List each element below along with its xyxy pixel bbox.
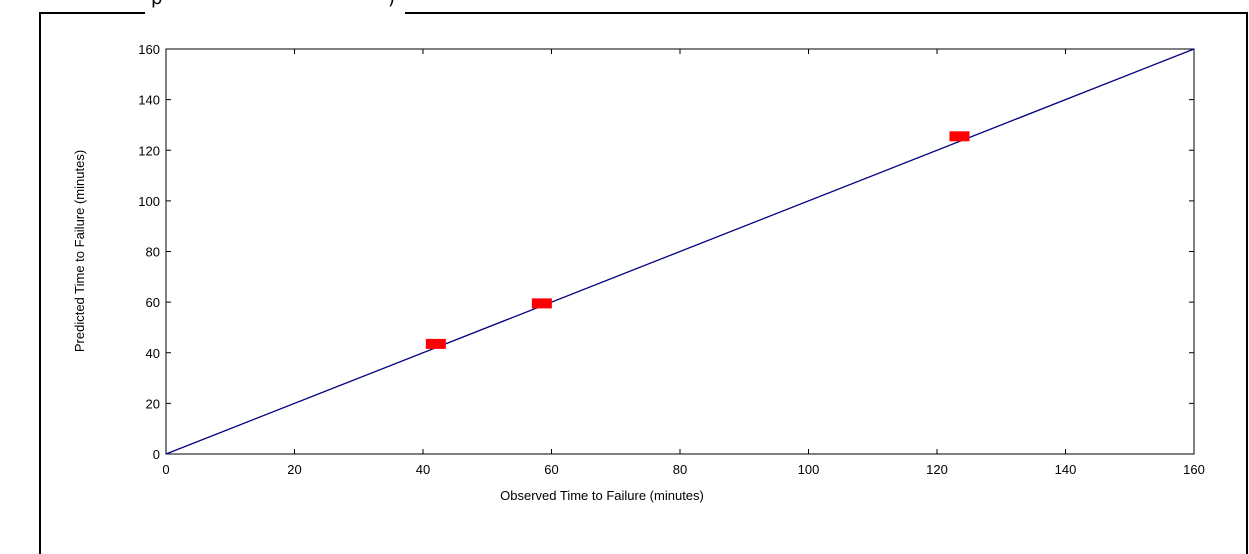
header-glyph-p: p — [151, 0, 162, 8]
x-tick-label: 0 — [162, 462, 169, 477]
y-tick-label: 20 — [146, 396, 160, 411]
x-tick-label: 160 — [1183, 462, 1205, 477]
y-tick-label: 40 — [146, 346, 160, 361]
x-tick-label: 120 — [926, 462, 948, 477]
x-tick-label: 100 — [798, 462, 820, 477]
series-layer — [165, 48, 1195, 455]
y-tick-label: 140 — [138, 93, 160, 108]
x-tick-label: 20 — [287, 462, 301, 477]
x-tick-label: 40 — [416, 462, 430, 477]
y-tick-label: 80 — [146, 245, 160, 260]
y-tick-label: 120 — [138, 143, 160, 158]
data-point — [425, 338, 446, 349]
y-tick-label: 0 — [153, 447, 160, 462]
y-tick-label: 60 — [146, 295, 160, 310]
y-tick-label: 160 — [138, 42, 160, 57]
y-tick-label: 100 — [138, 194, 160, 209]
reference-line — [165, 48, 1195, 455]
y-axis-title: Predicted Time to Failure (minutes) — [72, 150, 87, 352]
header-glyph-paren: ) — [388, 0, 395, 8]
y-axis: 0 20 40 60 80 100 120 140 160 — [138, 42, 1194, 462]
x-tick-label: 140 — [1055, 462, 1077, 477]
data-point — [531, 298, 552, 309]
clipped-header-fragment: p ) — [145, 0, 405, 20]
data-point — [949, 131, 970, 142]
x-axis-title: Observed Time to Failure (minutes) — [500, 488, 704, 503]
x-tick-label: 60 — [544, 462, 558, 477]
x-tick-label: 80 — [673, 462, 687, 477]
x-axis: 0 20 40 60 80 100 120 140 160 — [162, 49, 1205, 477]
figure-frame: p ) — [39, 0, 1248, 554]
